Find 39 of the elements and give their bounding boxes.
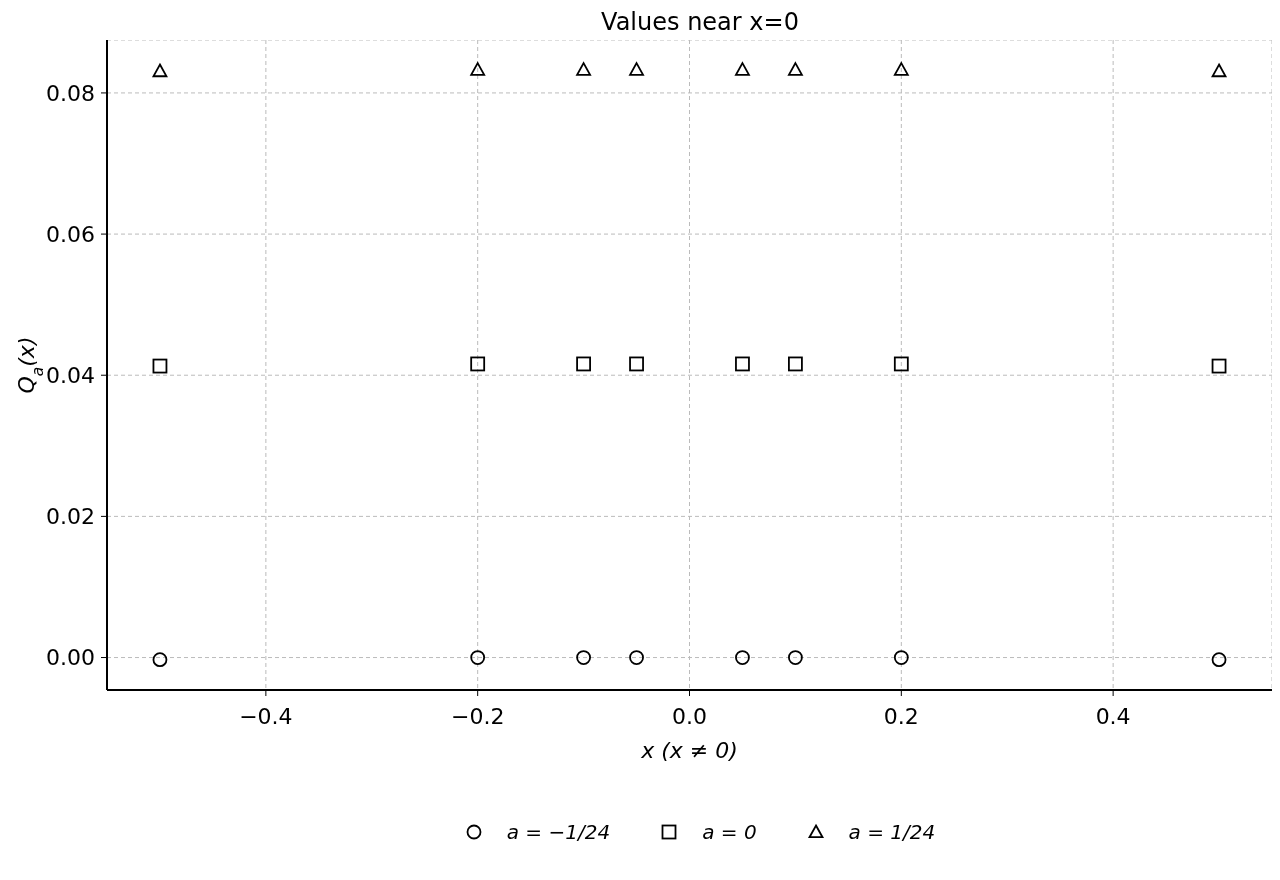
legend-label: a = −1/24 <box>506 820 611 844</box>
point <box>893 356 909 372</box>
point <box>788 650 803 665</box>
legend-label: a = 1/24 <box>848 820 936 844</box>
point <box>470 650 486 665</box>
point <box>470 62 486 76</box>
point <box>1211 358 1227 374</box>
y-tick-label: 0.08 <box>46 80 95 106</box>
y-tick-label: 0.04 <box>46 363 95 389</box>
legend-label: a = 0 <box>702 820 757 844</box>
x-tick-label: −0.2 <box>450 703 505 729</box>
point <box>735 650 750 665</box>
y-tick-label: 0.02 <box>46 504 95 530</box>
point <box>152 652 168 668</box>
point <box>893 62 909 76</box>
point <box>629 356 644 372</box>
point <box>470 356 486 372</box>
point <box>576 62 591 76</box>
x-axis-title: x (x ≠ 0) <box>640 738 738 763</box>
x-tick-label: −0.4 <box>239 703 293 729</box>
point <box>893 650 909 665</box>
point <box>576 356 591 372</box>
point <box>152 358 168 374</box>
point <box>788 62 803 76</box>
point <box>152 63 168 78</box>
point <box>1211 652 1227 668</box>
point <box>1211 63 1227 78</box>
point <box>788 356 803 372</box>
x-tick-label: 0.0 <box>672 703 707 729</box>
x-tick-label: 0.2 <box>883 703 919 729</box>
point <box>629 62 644 76</box>
point <box>629 650 644 665</box>
x-tick-label: 0.4 <box>1095 703 1131 729</box>
chart-title: Values near x=0 <box>600 8 800 38</box>
y-tick-label: 0.00 <box>46 645 95 671</box>
point <box>735 356 750 372</box>
point <box>735 62 750 76</box>
y-tick-label: 0.06 <box>46 221 95 247</box>
point <box>576 650 591 665</box>
